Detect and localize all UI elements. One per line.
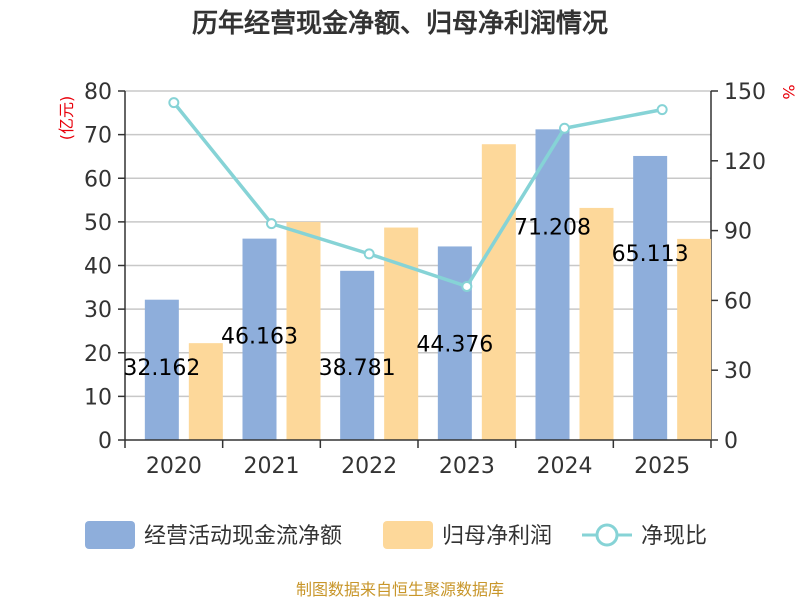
right-tick-label: 0 — [724, 429, 738, 454]
right-axis-unit: % — [779, 84, 798, 99]
ratio-point-2024 — [559, 122, 570, 134]
bar-cashflow-2022 — [340, 270, 375, 440]
chart-title: 历年经营现金净额、归母净利润情况 — [192, 8, 608, 39]
legend-label-cashflow: 经营活动现金流净额 — [144, 524, 342, 549]
bar-profit-2021 — [286, 221, 321, 440]
data-labels: 32.162 46.163 38.781 44.376 71.208 65.113 — [123, 215, 688, 381]
data-label-2025: 65.113 — [612, 242, 689, 267]
bar-profit-2025 — [677, 238, 712, 440]
bar-profit-2024 — [579, 207, 614, 440]
ratio-point-2021 — [266, 218, 277, 230]
right-tick-label: 30 — [724, 359, 752, 384]
right-tick-label: 150 — [724, 80, 766, 105]
left-tick-label: 40 — [84, 255, 112, 280]
data-label-2022: 38.781 — [319, 356, 396, 381]
left-tick-label: 50 — [84, 211, 112, 236]
x-tick-label: 2024 — [537, 454, 593, 479]
legend-label-profit: 归母净利润 — [442, 524, 552, 549]
data-label-2020: 32.162 — [123, 356, 200, 381]
legend-swatch-profit — [383, 521, 433, 549]
x-tick-label: 2021 — [244, 454, 300, 479]
data-label-2024: 71.208 — [514, 215, 591, 240]
ratio-point-2020 — [168, 97, 180, 109]
data-source: 制图数据来自恒生聚源数据库 — [296, 580, 504, 599]
ratio-point-2025 — [656, 104, 668, 116]
left-tick-label: 30 — [84, 298, 112, 323]
x-tick-label: 2023 — [439, 454, 495, 479]
ratio-line — [168, 97, 668, 292]
left-tick-label: 10 — [84, 385, 112, 410]
ratio-line-path — [172, 101, 663, 289]
left-axis-unit: (亿元) — [57, 96, 76, 141]
legend: 经营活动现金流净额 归母净利润 净现比 — [85, 521, 707, 549]
bar-profit-2023 — [481, 144, 516, 440]
left-axis: 0 10 20 30 40 50 60 70 80 — [84, 80, 126, 454]
right-tick-label: 120 — [724, 150, 766, 175]
left-tick-label: 70 — [84, 124, 112, 149]
left-tick-label: 80 — [84, 80, 112, 105]
bar-cashflow-2020 — [144, 299, 179, 440]
data-label-2023: 44.376 — [416, 332, 493, 357]
ratio-point-2022 — [363, 248, 375, 260]
right-tick-label: 90 — [724, 220, 752, 245]
right-axis: 0 30 60 90 120 150 — [710, 80, 766, 454]
legend-label-ratio: 净现比 — [641, 524, 707, 549]
left-tick-label: 0 — [98, 429, 112, 454]
left-tick-label: 20 — [84, 342, 112, 367]
bars — [144, 129, 712, 440]
x-tick-label: 2020 — [146, 454, 202, 479]
left-tick-label: 60 — [84, 167, 112, 192]
legend-marker-ratio — [595, 523, 619, 547]
x-tick-label: 2025 — [634, 454, 690, 479]
legend-swatch-cashflow — [85, 521, 135, 549]
bar-cashflow-2025 — [633, 155, 668, 440]
x-tick-label: 2022 — [341, 454, 397, 479]
bar-cashflow-2021 — [242, 238, 277, 440]
x-axis-ticks: 2020 2021 2022 2023 2024 2025 — [124, 440, 712, 479]
data-label-2021: 46.163 — [221, 325, 298, 350]
bar-profit-2020 — [188, 343, 223, 440]
ratio-point-2023 — [461, 280, 473, 292]
right-tick-label: 60 — [724, 289, 752, 314]
bar-cashflow-2024 — [535, 129, 570, 440]
